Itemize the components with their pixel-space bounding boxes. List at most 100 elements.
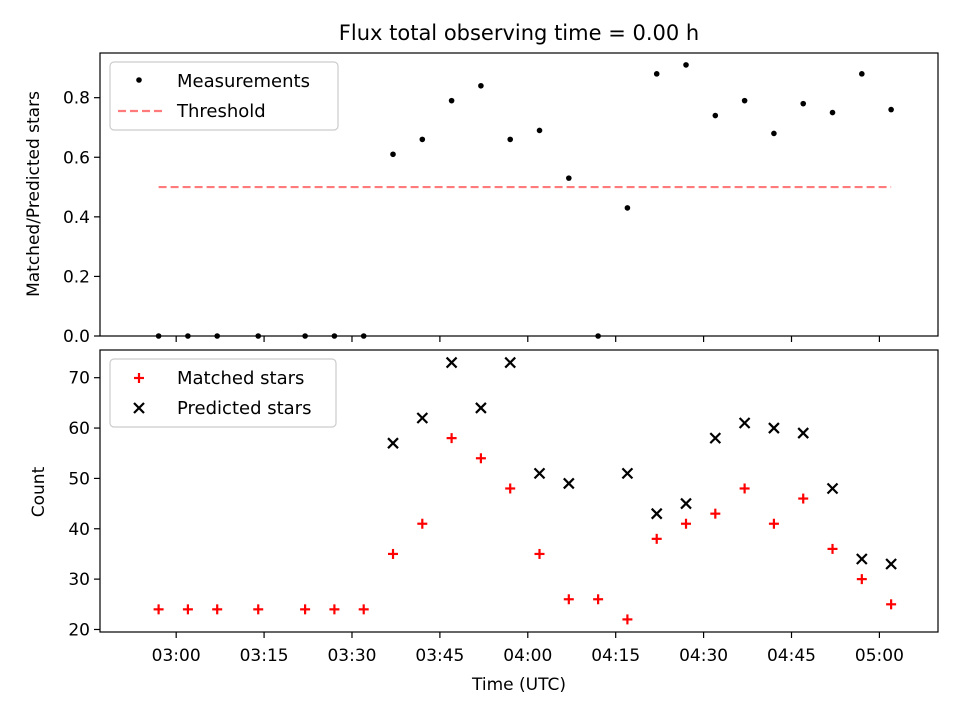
- measurement-point: [255, 333, 262, 339]
- matched-star-point: [329, 604, 340, 615]
- predicted-star-point: [533, 467, 546, 480]
- bottom-yticks: 20 30 40 50 60 70: [68, 369, 100, 640]
- matched-star-point: [622, 614, 633, 625]
- legend-matched-label: Matched stars: [177, 368, 304, 389]
- measurement-point: [390, 151, 396, 158]
- measurement-point: [360, 333, 367, 339]
- legend-measurements-marker: [136, 77, 142, 83]
- predicted-star-point: [885, 558, 897, 570]
- bottom-xtick-label: 04:15: [591, 646, 640, 666]
- legend-predicted-marker: [133, 402, 145, 414]
- bottom-xtick-label: 03:45: [415, 646, 464, 666]
- legend-predicted-label: Predicted stars: [177, 398, 311, 419]
- bottom-series: [153, 356, 897, 625]
- measurement-point: [800, 100, 807, 107]
- top-yticks: 0.0 0.2 0.4 0.6 0.8: [63, 89, 100, 347]
- predicted-star-point: [650, 507, 663, 520]
- predicted-star-point: [738, 417, 751, 429]
- bottom-xtick-label: 03:00: [152, 646, 201, 666]
- bottom-ytick-label: 20: [68, 620, 90, 640]
- matched-star-point: [446, 433, 457, 444]
- bottom-ytick-label: 70: [68, 369, 90, 389]
- matched-star-point: [358, 604, 369, 615]
- measurement-point: [653, 71, 660, 77]
- top-xticks: [175, 336, 880, 342]
- measurement-point: [624, 205, 631, 211]
- predicted-star-point: [621, 467, 634, 480]
- top-series: [155, 62, 894, 339]
- matched-star-point: [212, 604, 223, 615]
- predicted-star-point: [709, 432, 722, 444]
- bottom-ylabel: Count: [29, 466, 49, 517]
- bottom-xticks: 03:00 03:15 03:30 03:45 04:00 04:15 04:30 04:45…: [152, 632, 904, 666]
- predicted-star-point: [856, 553, 868, 565]
- measurement-point: [419, 136, 426, 143]
- bottom-ytick-label: 50: [68, 469, 90, 489]
- top-panel: 0.00.20.40.60.8 Matched/Predicted stars …: [24, 52, 939, 347]
- matched-star-point: [739, 483, 750, 494]
- matched-star-point: [417, 518, 428, 529]
- legend-matched-marker: [134, 373, 144, 383]
- predicted-star-point: [768, 422, 780, 434]
- measurement-point: [888, 106, 894, 113]
- matched-star-point: [681, 518, 692, 529]
- matched-star-point: [505, 483, 516, 494]
- top-ytick-label: 0.6: [63, 148, 90, 168]
- measurement-point: [771, 130, 777, 137]
- top-legend: Measurements Threshold: [109, 61, 339, 131]
- measurement-point: [741, 97, 748, 104]
- measurement-point: [448, 97, 455, 104]
- bottom-xtick-label: 04:45: [767, 646, 816, 666]
- matched-star-point: [710, 508, 721, 519]
- predicted-star-point: [680, 497, 692, 510]
- legend-measurements-label: Measurements: [177, 71, 310, 92]
- measurement-point: [595, 333, 601, 339]
- bottom-xtick-label: 04:30: [679, 646, 728, 666]
- matched-star-point: [856, 574, 867, 585]
- matched-star-point: [388, 548, 399, 559]
- predicted-star-point: [797, 427, 809, 439]
- matched-star-point: [886, 599, 897, 610]
- measurement-point: [331, 333, 338, 339]
- matched-star-point: [563, 594, 574, 605]
- measurement-point: [683, 62, 689, 68]
- measurement-point: [712, 112, 719, 119]
- bottom-xlabel: Time (UTC): [471, 675, 566, 695]
- measurement-point: [155, 333, 162, 339]
- predicted-star-point: [563, 477, 575, 490]
- top-ytick-label: 0.2: [63, 267, 90, 287]
- matched-star-point: [651, 533, 662, 544]
- measurement-point: [302, 333, 308, 339]
- top-legend-frame: [109, 61, 339, 131]
- measurement-point: [478, 82, 484, 89]
- predicted-star-point: [475, 402, 487, 414]
- predicted-star-point: [416, 412, 429, 424]
- bottom-legend: Matched stars Predicted stars: [109, 358, 337, 428]
- chart-title: Flux total observing time = 0.00 h: [339, 21, 699, 45]
- measurement-point: [566, 175, 572, 181]
- matched-star-point: [153, 604, 164, 615]
- bottom-ytick-label: 40: [68, 520, 90, 540]
- bottom-ytick-label: 60: [68, 419, 90, 439]
- bottom-xtick-label: 05:00: [855, 646, 904, 666]
- bottom-panel: 20 30 40 50 60 70 03:00 03:15 03:30 03:45 04:00 04…: [29, 349, 939, 695]
- measurement-point: [859, 71, 865, 77]
- predicted-star-point: [504, 356, 516, 369]
- top-ytick-label: 0.8: [63, 89, 90, 109]
- matched-star-point: [768, 518, 779, 529]
- measurement-point: [214, 333, 221, 339]
- legend-threshold-label: Threshold: [176, 101, 266, 122]
- measurement-point: [536, 127, 543, 134]
- bottom-ytick-label: 30: [68, 570, 90, 590]
- bottom-legend-frame: [109, 358, 337, 428]
- predicted-star-point: [387, 437, 399, 449]
- top-ytick-label: 0.0: [63, 327, 90, 347]
- measurement-point: [507, 136, 514, 143]
- matched-star-point: [475, 453, 486, 464]
- predicted-star-point: [826, 482, 839, 495]
- bottom-xtick-label: 04:00: [503, 646, 552, 666]
- matched-star-point: [798, 493, 809, 504]
- matched-star-point: [182, 604, 193, 615]
- predicted-star-point: [445, 356, 458, 369]
- matched-star-point: [827, 543, 838, 554]
